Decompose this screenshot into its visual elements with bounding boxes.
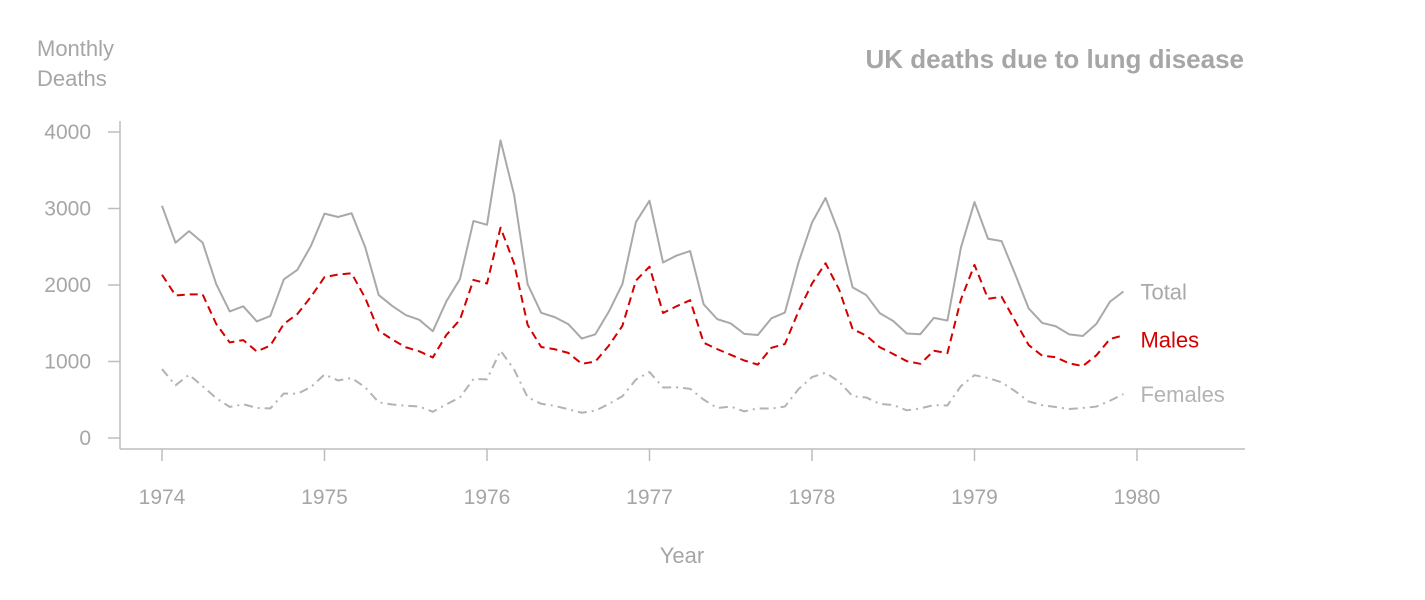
x-tick-label: 1978: [789, 486, 836, 509]
x-axis-title: Year: [660, 543, 704, 568]
series-lines: [161, 139, 1125, 414]
x-tick-label: 1979: [951, 486, 998, 509]
y-tick-label: 3000: [44, 198, 91, 221]
x-axis-ticks: 1974 1975 1976 1977 1978 1979 1980: [139, 449, 1161, 509]
y-axis-title-line2: Deaths: [37, 66, 107, 91]
y-axis-ticks: 0 1000 2000 3000 4000: [44, 121, 120, 450]
series-label-males: Males: [1140, 327, 1199, 352]
x-tick-label: 1975: [301, 486, 348, 509]
x-tick-label: 1976: [464, 486, 511, 509]
y-tick-label: 1000: [44, 351, 91, 374]
series-line-females: [161, 349, 1124, 414]
series-label-females: Females: [1140, 382, 1224, 407]
series-labels: Total Males Females: [1140, 280, 1224, 408]
y-tick-label: 0: [79, 427, 91, 450]
x-tick-label: 1980: [1114, 486, 1161, 509]
series-line-total: [161, 139, 1125, 340]
x-tick-label: 1974: [139, 486, 186, 509]
series-line-males: [161, 226, 1124, 368]
y-tick-label: 2000: [44, 274, 91, 297]
y-axis-title-line1: Monthly: [37, 36, 114, 61]
chart-title: UK deaths due to lung disease: [865, 44, 1244, 74]
x-tick-label: 1977: [626, 486, 673, 509]
y-tick-label: 4000: [44, 121, 91, 144]
series-label-total: Total: [1140, 280, 1186, 305]
